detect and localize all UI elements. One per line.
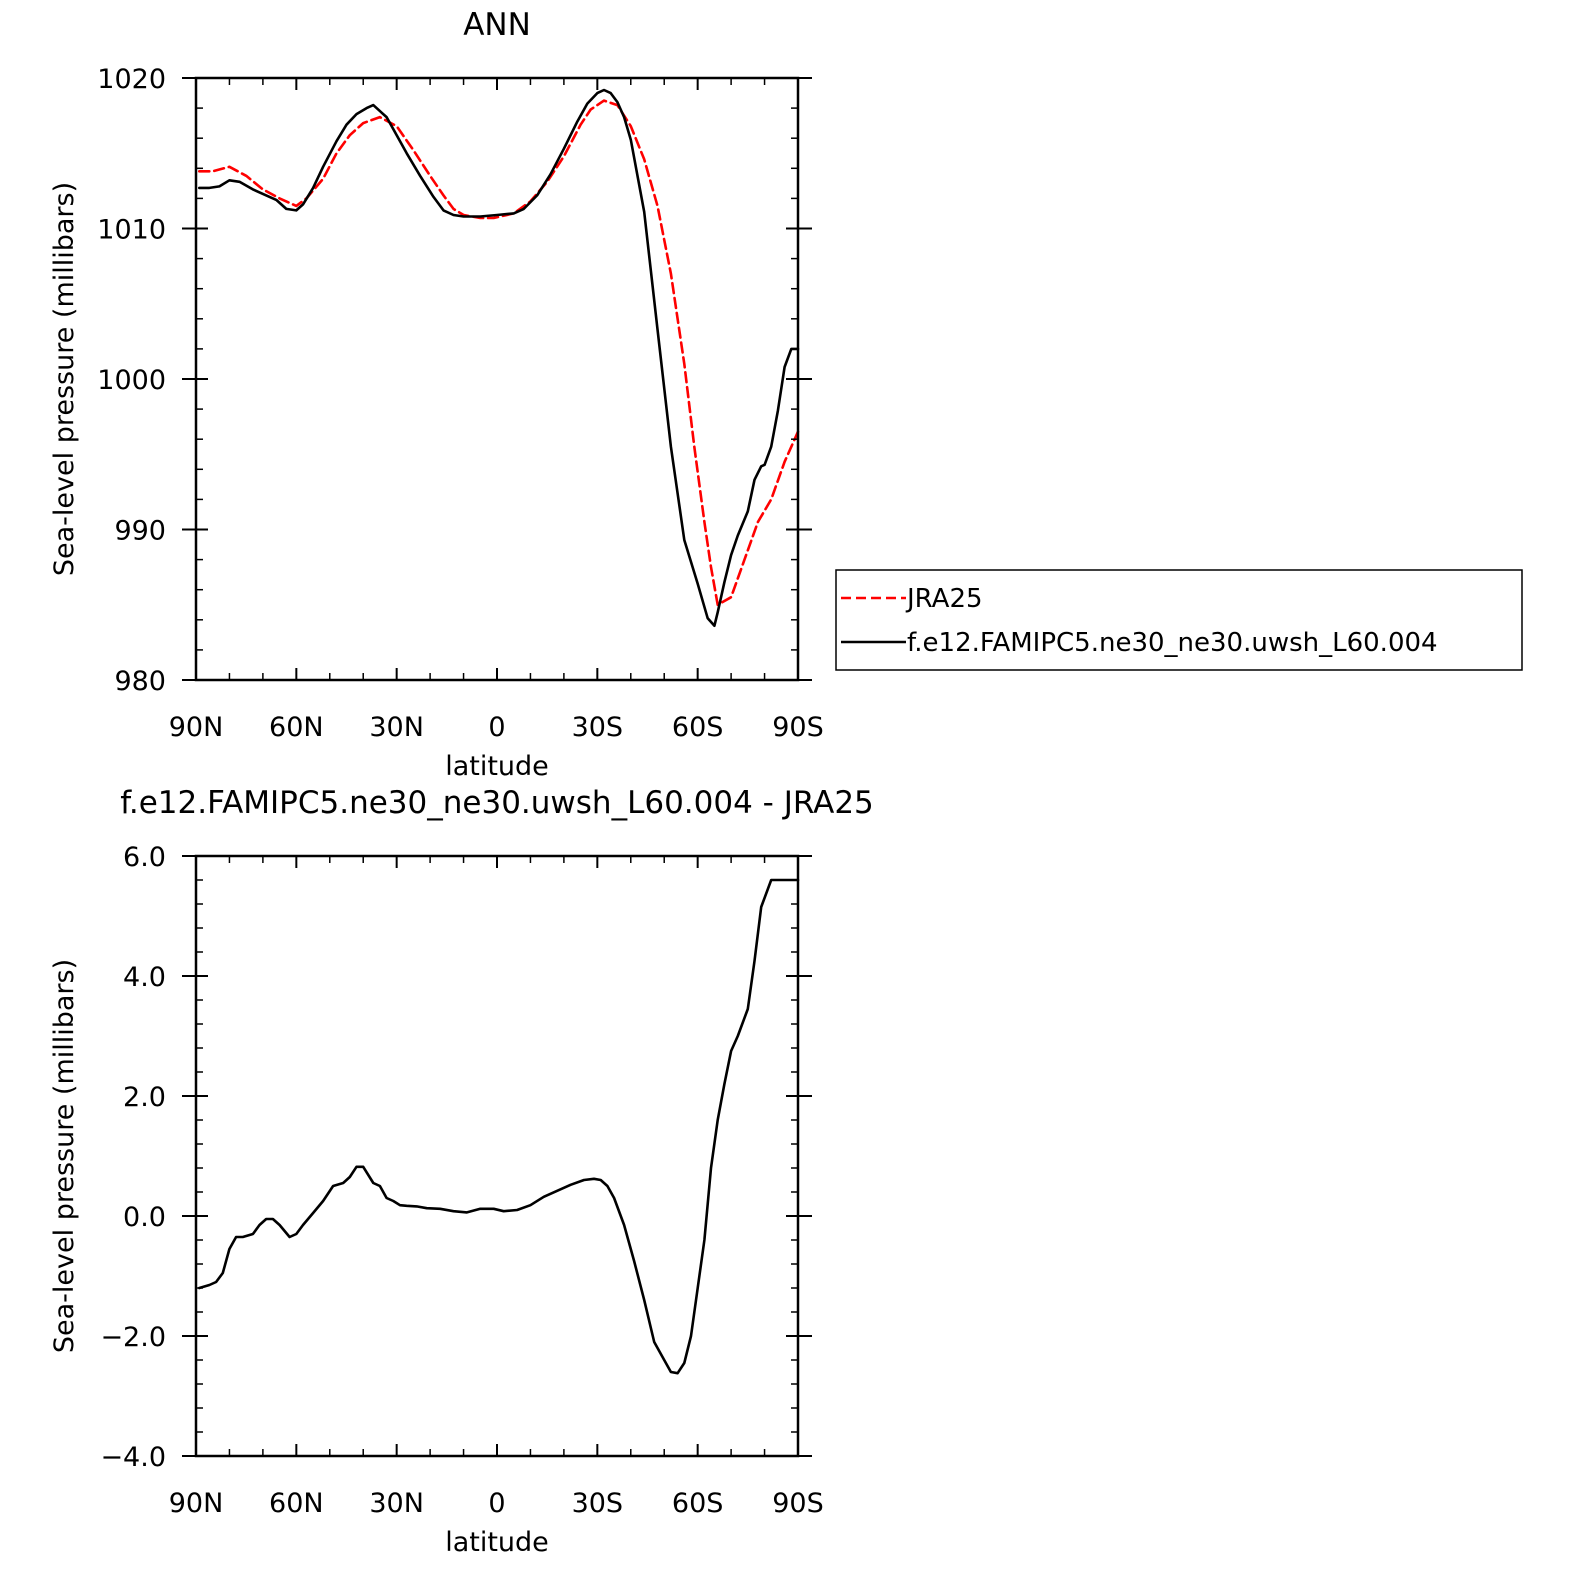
p1-series-line-model <box>198 878 800 1375</box>
p1-x-tick-label: 60S <box>672 1488 724 1519</box>
bottom-x-axis-label: latitude <box>445 1527 549 1558</box>
p0-y-tick-label: 1010 <box>97 215 166 246</box>
bottom-panel: f.e12.FAMIPC5.ne30_ne30.uwsh_L60.004 - J… <box>49 785 874 1558</box>
top-plot-frame <box>194 76 800 682</box>
top-x-axis-label: latitude <box>445 751 549 782</box>
p0-y-tick-label: 990 <box>114 516 166 547</box>
p1-x-tick-label: 60N <box>269 1488 324 1519</box>
p0-x-tick-label: 30N <box>369 712 424 743</box>
p0-y-tick-label: 1020 <box>97 64 166 95</box>
p0-y-tick-label: 1000 <box>97 365 166 396</box>
p1-y-tick-label: 0.0 <box>123 1202 166 1233</box>
bottom-y-axis-label: Sea-level pressure (millibars) <box>49 959 80 1353</box>
p1-x-tick-label: 90S <box>772 1488 824 1519</box>
p1-y-tick-label: 2.0 <box>123 1082 166 1113</box>
p1-y-tick-label: 6.0 <box>123 842 166 873</box>
p0-x-tick-label: 30S <box>572 712 624 743</box>
bottom-chart-title: f.e12.FAMIPC5.ne30_ne30.uwsh_L60.004 - J… <box>120 785 874 821</box>
p0-y-tick-label: 980 <box>114 666 166 697</box>
p0-x-tick-label: 90S <box>772 712 824 743</box>
p0-series-line-model <box>198 88 800 628</box>
top-panel: ANN 90N 60N 30N 0 30S 60S 90S 980 990 1000 1010 102… <box>49 7 824 782</box>
p1-x-tick-label: 30N <box>369 1488 424 1519</box>
p1-y-tick-label: −4.0 <box>100 1442 166 1473</box>
p0-x-tick-label: 0 <box>488 712 505 743</box>
p0-x-tick-label: 60N <box>269 712 324 743</box>
p1-x-tick-label: 0 <box>488 1488 505 1519</box>
p0-series-line-jra25 <box>198 99 800 607</box>
p1-y-tick-label: −2.0 <box>100 1322 166 1353</box>
p1-y-tick-label: 4.0 <box>123 962 166 993</box>
legend-box <box>835 569 1523 671</box>
legend-label-model: f.e12.FAMIPC5.ne30_ne30.uwsh_L60.004 <box>907 628 1438 658</box>
legend: JRA25 f.e12.FAMIPC5.ne30_ne30.uwsh_L60.0… <box>835 569 1523 671</box>
top-y-axis-label: Sea-level pressure (millibars) <box>49 182 80 576</box>
p1-x-tick-label: 30S <box>572 1488 624 1519</box>
legend-label-jra25: JRA25 <box>905 584 983 614</box>
p1-x-tick-label: 90N <box>169 1488 224 1519</box>
top-chart-title: ANN <box>463 7 531 43</box>
bottom-plot-frame <box>194 854 800 1458</box>
p0-x-tick-label: 90N <box>169 712 224 743</box>
p0-x-tick-label: 60S <box>672 712 724 743</box>
